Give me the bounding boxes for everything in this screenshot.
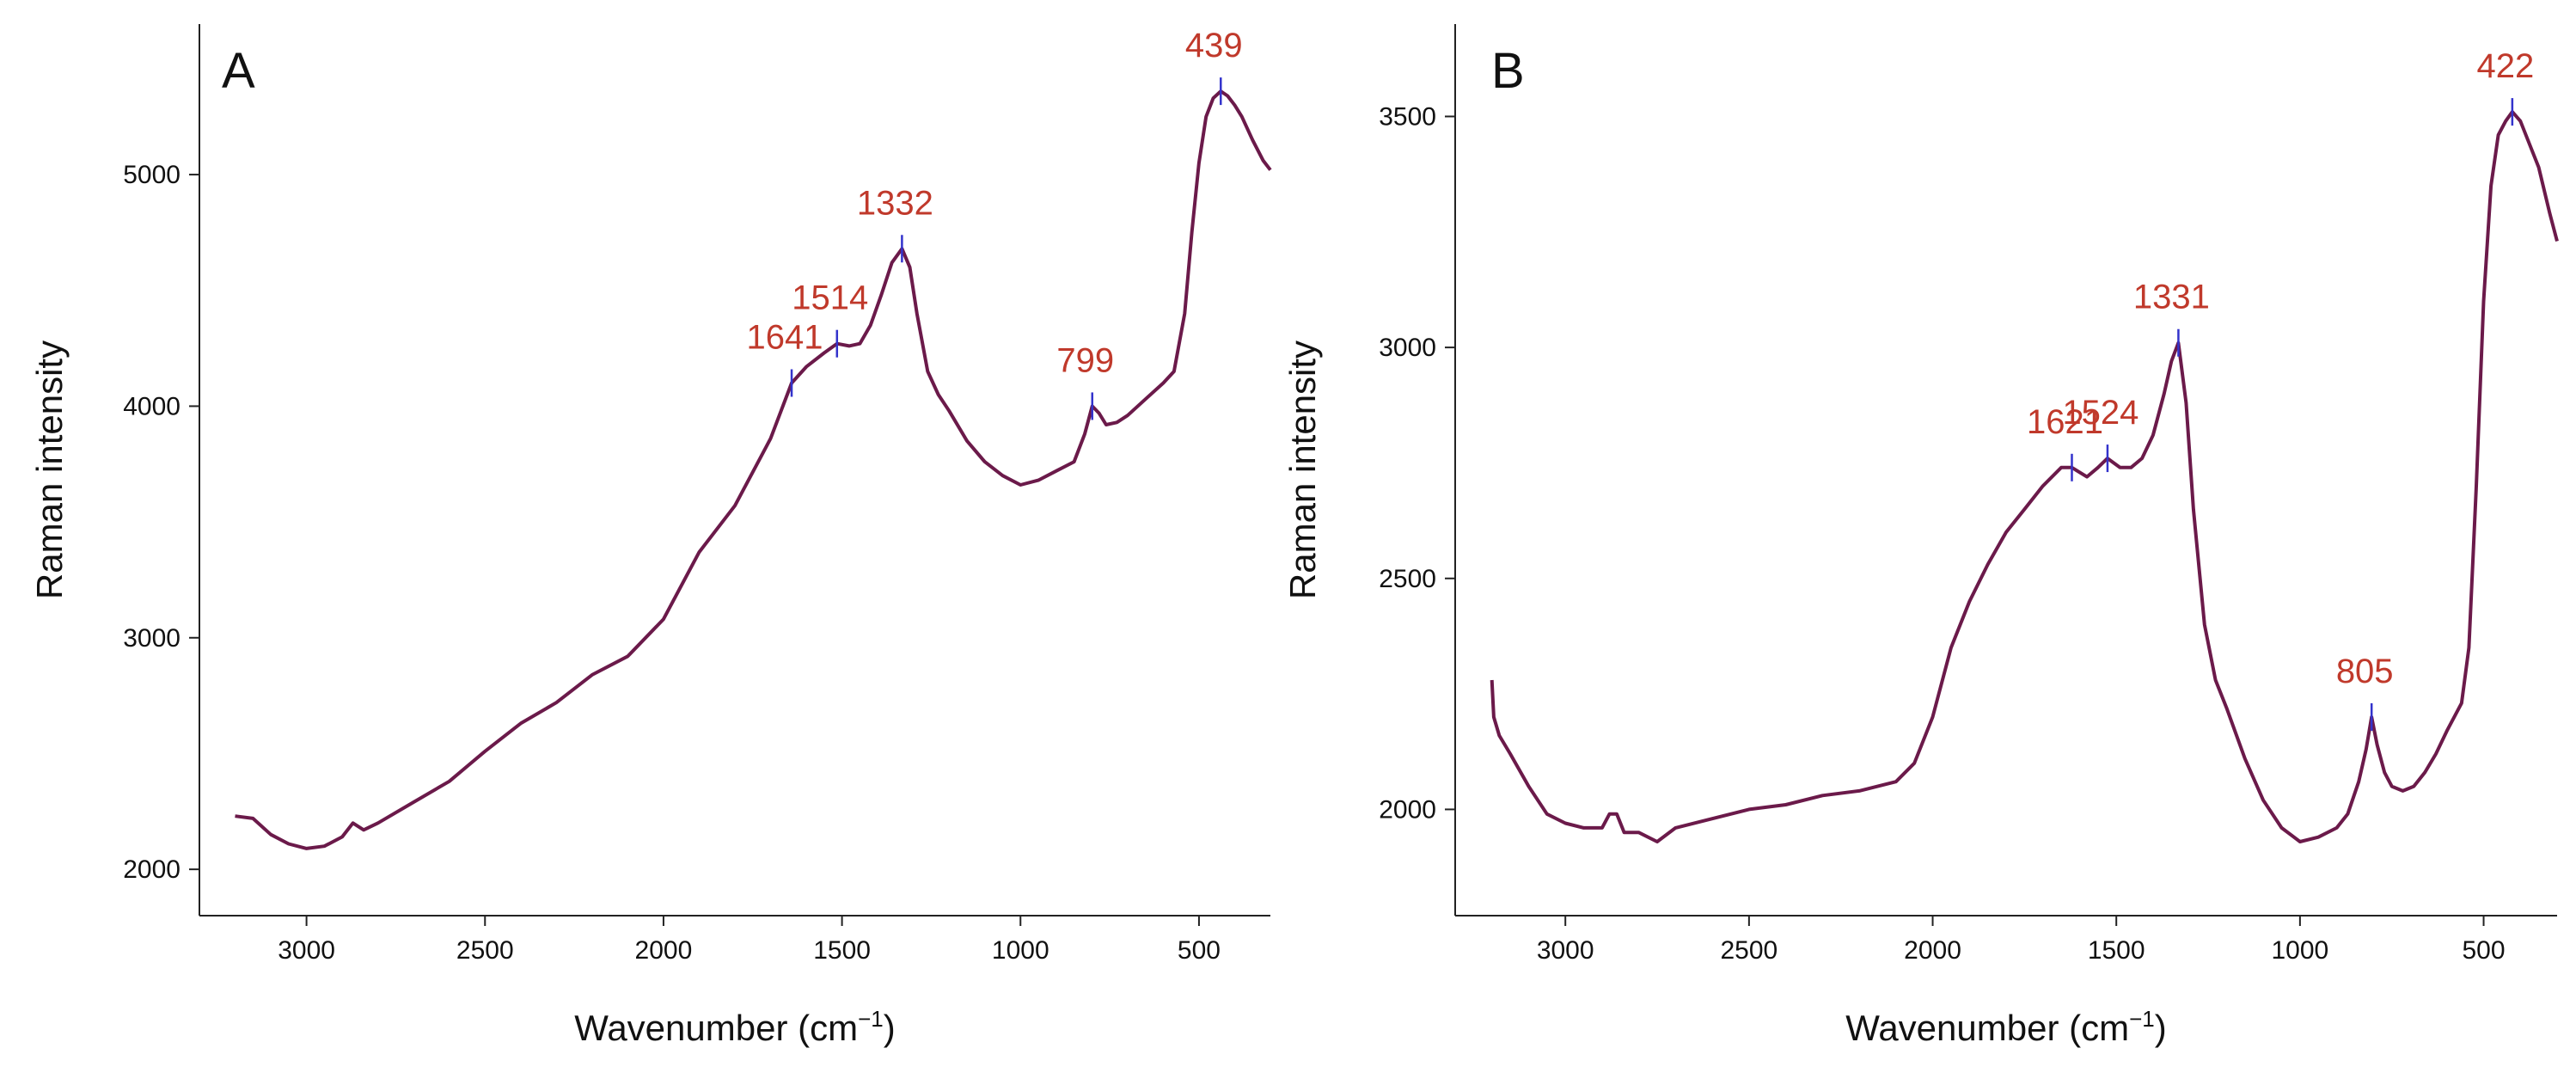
peak-label: 1331 — [2133, 279, 2210, 316]
x-tick-label: 1500 — [813, 936, 871, 965]
y-tick-label: 3000 — [1379, 334, 1436, 362]
x-tick-label: 2500 — [456, 936, 514, 965]
y-tick-label: 3000 — [123, 624, 181, 653]
peak-label: 1641 — [747, 318, 823, 356]
x-tick-label: 2000 — [1904, 936, 1961, 965]
x-tick-label: 1500 — [2088, 936, 2145, 965]
x-tick-label: 1000 — [992, 936, 1049, 965]
peak-label: 1524 — [2062, 394, 2139, 432]
x-tick-label: 2500 — [1720, 936, 1778, 965]
x-axis-title-main: Wavenumber (cm — [1845, 1008, 2129, 1048]
x-axis-title-main: Wavenumber (cm — [574, 1008, 858, 1048]
panel-letter: B — [1491, 43, 1525, 99]
x-axis-title: Wavenumber (cm−1) — [574, 1006, 896, 1048]
x-tick-label: 3000 — [278, 936, 335, 965]
x-tick-label: 500 — [2463, 936, 2506, 965]
peak-label: 799 — [1056, 341, 1114, 379]
x-axis-title: Wavenumber (cm−1) — [1845, 1006, 2167, 1048]
spectrum-line — [235, 89, 1272, 850]
panel-a: 3000 2500 2000 1500 1000 500 2000 3000 4000 5000 1… — [29, 24, 1272, 1048]
peak-label: 422 — [2476, 47, 2534, 85]
peak-label: 805 — [2336, 653, 2394, 690]
x-axis-title-superscript: −1 — [2129, 1006, 2155, 1032]
peak-label: 1514 — [792, 279, 868, 317]
panel-b: 3000 2500 2000 1500 1000 500 2000 2500 3000 3500 1… — [1282, 24, 2559, 1048]
y-tick-label: 2500 — [1379, 565, 1436, 593]
y-tick-label: 4000 — [123, 392, 181, 420]
y-tick-label: 5000 — [123, 161, 181, 189]
y-tick-label: 2000 — [123, 855, 181, 884]
y-axis-title: Raman intensity — [29, 340, 70, 599]
x-axis-title-close: ) — [884, 1008, 896, 1048]
panel-letter: A — [222, 43, 255, 99]
y-tick-label: 2000 — [1379, 795, 1436, 824]
y-axis-title: Raman intensity — [1282, 340, 1323, 599]
x-tick-label: 500 — [1178, 936, 1221, 965]
peak-label: 439 — [1185, 27, 1243, 64]
x-tick-label: 1000 — [2271, 936, 2328, 965]
peak-label: 1621 — [2027, 403, 2103, 441]
x-tick-label: 3000 — [1537, 936, 1594, 965]
y-tick-label: 3500 — [1379, 102, 1436, 131]
x-axis-title-close: ) — [2155, 1008, 2167, 1048]
spectrum-line — [1490, 110, 2559, 843]
peak-label: 1332 — [857, 184, 933, 222]
x-tick-label: 2000 — [635, 936, 693, 965]
x-axis-title-superscript: −1 — [858, 1006, 884, 1032]
